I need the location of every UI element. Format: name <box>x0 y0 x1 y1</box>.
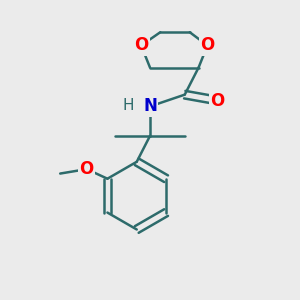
Text: O: O <box>134 37 148 55</box>
Text: H: H <box>122 98 134 113</box>
Text: O: O <box>200 37 214 55</box>
Text: O: O <box>211 92 225 110</box>
Text: N: N <box>143 98 157 116</box>
Text: O: O <box>80 160 94 178</box>
